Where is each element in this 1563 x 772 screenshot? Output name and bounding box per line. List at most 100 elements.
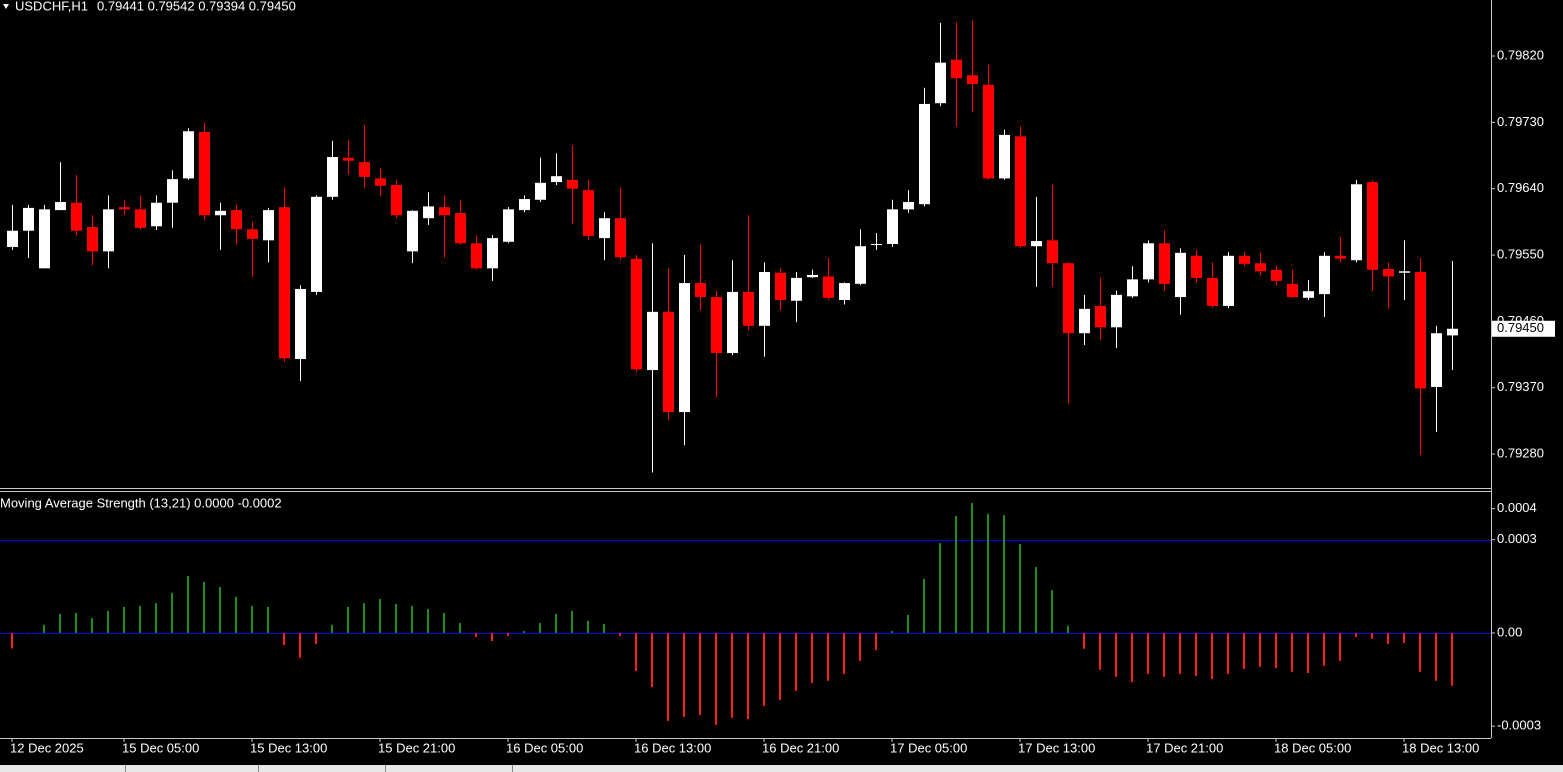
candle-body <box>359 162 370 177</box>
candle-body <box>695 283 706 298</box>
candle-body <box>1335 255 1346 259</box>
candle <box>807 269 818 278</box>
candle-body <box>935 62 946 104</box>
tab-bar <box>0 765 1563 772</box>
histogram-bar <box>155 603 157 633</box>
menu-arrow[interactable] <box>3 4 9 9</box>
candle-body <box>727 291 738 354</box>
histogram-bar <box>539 623 541 633</box>
candle-body <box>1063 263 1074 334</box>
histogram-bar <box>555 614 557 633</box>
candle-body <box>311 196 322 292</box>
x-tick-label: 17 Dec 21:00 <box>1146 740 1223 755</box>
histogram-bar <box>299 632 301 658</box>
candle <box>231 204 242 245</box>
histogram-bar <box>1163 632 1165 677</box>
histogram-bar <box>635 632 637 671</box>
histogram-bar <box>827 632 829 681</box>
candle-body <box>1015 136 1026 247</box>
candle-body <box>151 202 162 227</box>
candle-body <box>1175 252 1186 298</box>
histogram-bar <box>1259 632 1261 667</box>
histogram-bar <box>603 623 605 633</box>
candle <box>519 195 530 213</box>
histogram-bar <box>475 632 477 637</box>
x-tick-label: 15 Dec 05:00 <box>122 740 199 755</box>
candle-body <box>1127 279 1138 297</box>
histogram-bar <box>107 610 109 633</box>
candle-body <box>1079 308 1090 334</box>
candle-body <box>503 209 514 242</box>
candle-body <box>791 277 802 301</box>
candle-body <box>567 179 578 189</box>
histogram-bar <box>379 599 381 633</box>
histogram-bar <box>907 614 909 633</box>
histogram-bar <box>1339 632 1341 661</box>
candle <box>1095 277 1106 340</box>
candle-body <box>1319 255 1330 295</box>
candle-body <box>1031 241 1042 247</box>
candle-body <box>743 291 754 326</box>
histogram-bar <box>1243 632 1245 670</box>
candle-body <box>375 178 386 186</box>
histogram-bar <box>427 609 429 633</box>
candle <box>839 282 850 305</box>
candle <box>151 195 162 230</box>
candle <box>695 244 706 311</box>
histogram-bar <box>459 623 461 633</box>
candle <box>1223 252 1234 309</box>
x-tick-label: 18 Dec 13:00 <box>1402 740 1479 755</box>
candle <box>1303 280 1314 301</box>
histogram-bar <box>43 624 45 633</box>
candle-body <box>167 179 178 203</box>
candle <box>183 128 194 180</box>
candle-body <box>1095 305 1106 328</box>
candle <box>919 87 930 207</box>
histogram-bar <box>747 632 749 720</box>
histogram-bar <box>715 632 717 725</box>
y-tick-label: 0.79640 <box>1497 180 1544 195</box>
candle <box>935 22 946 107</box>
candle <box>1063 262 1074 404</box>
histogram-bar <box>203 581 205 633</box>
candle-body <box>103 209 114 252</box>
histogram-bar <box>1131 632 1133 683</box>
candle <box>1191 249 1202 283</box>
candle-body <box>999 134 1010 179</box>
y-tick-label: 0.79820 <box>1497 47 1544 62</box>
candle <box>279 187 290 362</box>
y-tick-label: 0.0003 <box>1497 531 1537 546</box>
candle-body <box>951 59 962 79</box>
candle <box>855 229 866 286</box>
candle <box>119 199 130 216</box>
candle-body <box>23 207 34 231</box>
histogram-bar <box>731 632 733 718</box>
candle-body <box>87 227 98 252</box>
histogram-bar <box>187 576 189 633</box>
candle-body <box>631 258 642 370</box>
candle-body <box>663 311 674 413</box>
candle <box>1287 269 1298 298</box>
histogram-bar <box>1019 544 1021 633</box>
candle-body <box>583 190 594 236</box>
candle-body <box>983 84 994 179</box>
candle <box>1319 252 1330 317</box>
histogram-bar <box>1323 632 1325 666</box>
candle <box>823 258 834 301</box>
histogram-bar <box>1419 632 1421 672</box>
histogram-bar <box>395 604 397 633</box>
histogram-bar <box>1051 590 1053 633</box>
candle <box>1383 262 1394 309</box>
candle-body <box>855 246 866 284</box>
candle-body <box>391 185 402 216</box>
histogram-bar <box>11 632 13 649</box>
histogram-bar <box>1195 632 1197 676</box>
candle <box>727 260 738 356</box>
candle <box>487 235 498 281</box>
candle-body <box>519 199 530 211</box>
histogram-bar <box>507 632 509 637</box>
candle <box>471 235 482 270</box>
histogram-bar <box>811 632 813 683</box>
ohlc-header: 0.79441 0.79542 0.79394 0.79450 <box>97 0 296 13</box>
